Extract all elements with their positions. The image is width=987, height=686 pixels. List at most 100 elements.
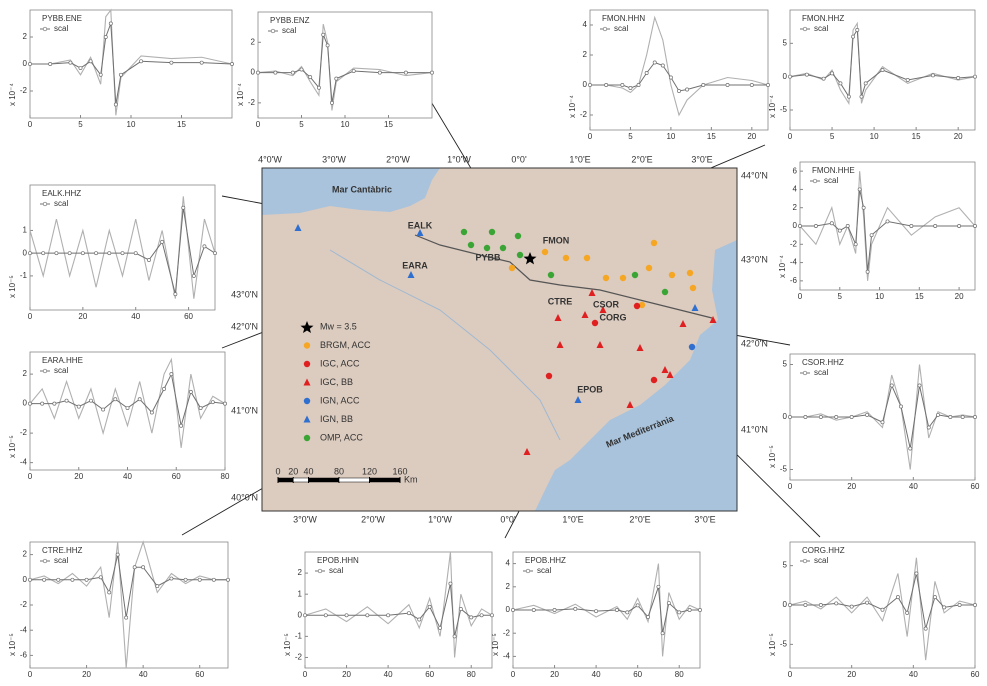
waveform-marker: [126, 406, 129, 409]
y-tick-label: -2: [20, 86, 28, 95]
y-tick-label: -6: [20, 651, 28, 660]
legend-label: scal: [814, 556, 828, 565]
legend-marker: [813, 179, 817, 183]
x-tick-label: 10: [875, 292, 884, 301]
waveform-marker: [28, 252, 31, 255]
waveform-marker: [943, 606, 946, 609]
legend-label: IGC, ACC: [320, 358, 360, 368]
legend-label: OMP, ACC: [320, 432, 363, 442]
legend-label: scal: [814, 24, 828, 33]
waveform-marker: [71, 578, 74, 581]
station-marker: [620, 275, 626, 281]
lon-label: 3°0'W: [293, 514, 317, 524]
x-tick-label: 5: [838, 292, 843, 301]
station-label: EARA: [402, 260, 428, 270]
lon-label: 0°0': [500, 514, 516, 524]
waveform-marker: [973, 224, 976, 227]
y-axis-label: x 10⁻⁵: [8, 435, 17, 458]
station-label: CTRE: [548, 296, 573, 306]
waveform-marker: [574, 607, 577, 610]
x-tick-label: 0: [788, 482, 793, 491]
waveform-marker: [28, 62, 31, 65]
legend-label: IGC, BB: [320, 377, 353, 387]
waveform-panel: 05101520-2024x 10⁻⁴FMON.HHNscal: [568, 10, 769, 141]
lon-label: 1°0'W: [428, 514, 452, 524]
station-marker: [632, 272, 638, 278]
waveform-marker: [918, 384, 921, 387]
waveform-marker: [28, 402, 31, 405]
waveform-marker: [605, 83, 608, 86]
waveform-marker: [850, 415, 853, 418]
y-axis-label: x 10⁻⁵: [768, 633, 777, 656]
legend-label: scal: [614, 24, 628, 33]
waveform-marker: [839, 82, 842, 85]
waveform-marker: [973, 603, 976, 606]
legend-marker: [803, 371, 807, 375]
station-marker: [689, 344, 695, 350]
y-tick-label: -4: [20, 625, 28, 634]
waveform-marker: [65, 399, 68, 402]
legend-label: scal: [54, 556, 68, 565]
station-marker: [651, 240, 657, 246]
waveform-marker: [407, 612, 410, 615]
y-tick-label: 0: [298, 610, 303, 619]
waveform-marker: [886, 220, 889, 223]
y-tick-label: -2: [503, 628, 511, 637]
x-tick-label: 20: [550, 670, 559, 679]
waveform-marker: [68, 252, 71, 255]
waveform-marker: [881, 68, 884, 71]
x-tick-label: 20: [955, 292, 964, 301]
x-tick-label: 10: [870, 132, 879, 141]
x-tick-label: 20: [847, 670, 856, 679]
legend-label: scal: [54, 199, 68, 208]
waveform-marker: [142, 566, 145, 569]
waveform-marker: [162, 387, 165, 390]
waveform-marker: [553, 608, 556, 611]
panel-title: EPOB.HHN: [317, 556, 359, 565]
y-tick-label: 0: [23, 575, 28, 584]
waveform-marker: [213, 252, 216, 255]
y-axis-label: x 10⁻⁴: [768, 95, 777, 118]
waveform-marker: [300, 68, 303, 71]
y-tick-label: -1: [20, 271, 28, 280]
waveform-marker: [588, 83, 591, 86]
waveform-marker: [532, 608, 535, 611]
y-tick-label: 1: [298, 589, 303, 598]
x-tick-label: 40: [384, 670, 393, 679]
waveform-marker: [49, 62, 52, 65]
x-tick-label: 0: [28, 472, 33, 481]
legend-symbol: [304, 342, 310, 348]
lat-label: 42°0'N: [741, 338, 768, 348]
waveform-marker: [798, 224, 801, 227]
y-axis-label: x 10⁻⁴: [8, 83, 17, 106]
waveform-marker: [961, 415, 964, 418]
waveform-marker: [174, 292, 177, 295]
waveform-marker: [915, 572, 918, 575]
y-tick-label: 1: [23, 226, 28, 235]
scale-unit: Km: [404, 474, 418, 484]
sea-label: Mar Cantàbric: [332, 184, 392, 194]
waveform-marker: [108, 252, 111, 255]
waveform-marker: [138, 398, 141, 401]
station-label: PYBB: [475, 252, 501, 262]
figure: 4°0'W3°0'W2°0'W1°0'W0°0'1°0'E2°0'E3°0'E3…: [0, 0, 987, 681]
waveform-marker: [490, 614, 493, 617]
x-tick-label: 40: [909, 670, 918, 679]
x-tick-label: 10: [127, 120, 136, 129]
waveform-marker: [89, 399, 92, 402]
y-tick-label: 5: [783, 561, 788, 570]
waveform-marker: [870, 234, 873, 237]
station-marker: [592, 320, 598, 326]
station-marker: [500, 245, 506, 251]
y-axis-label: x 10⁻⁴: [568, 95, 577, 118]
waveform-marker: [851, 35, 854, 38]
waveform-marker: [865, 413, 868, 416]
x-tick-label: 80: [467, 670, 476, 679]
legend-symbol: [304, 361, 310, 367]
panel-title: PYBB.ENZ: [270, 16, 310, 25]
y-tick-label: -2: [248, 98, 256, 107]
panel-title: EARA.HHE: [42, 356, 83, 365]
y-tick-label: 4: [506, 559, 511, 568]
y-tick-label: 4: [583, 20, 588, 29]
lat-label: 40°0'N: [231, 492, 258, 502]
